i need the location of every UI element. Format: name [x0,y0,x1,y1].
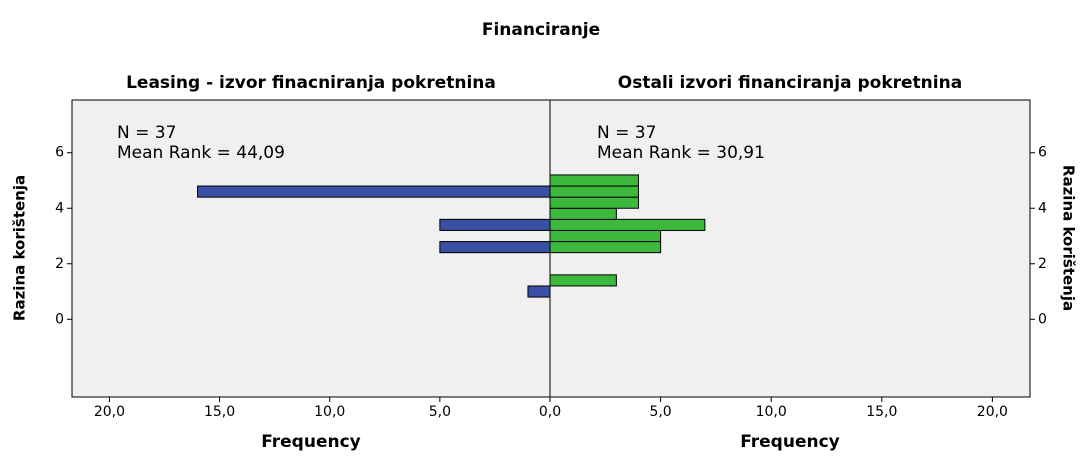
x-tick-label: 5,0 [649,404,671,420]
annotation: Mean Rank = 30,91 [597,143,765,163]
annotation: N = 37 [117,123,176,143]
x-tick-label: 5,0 [429,404,451,420]
panel-title: Ostali izvori financiranja pokretnina [618,73,962,93]
x-tick-label: 10,0 [314,404,345,420]
bar [197,185,551,198]
bar [549,229,662,243]
x-tick-label: 15,0 [866,404,897,420]
annotation: N = 37 [597,123,656,143]
x-tick-label: 15,0 [204,404,235,420]
x-tick-label: 20,0 [977,404,1008,420]
bar [439,218,551,231]
x-tick-label: 0,0 [539,404,561,420]
y-tick-label: 6 [1038,145,1047,161]
panel-title: Leasing - izvor finacniranja pokretnina [126,73,496,93]
bar [549,218,706,231]
y-axis-label: Razina korištenja [1060,165,1078,311]
x-tick-label: 20,0 [94,404,125,420]
bar [527,285,551,298]
bar [549,207,617,220]
chart-title: Financiranje [482,20,600,40]
bar [549,185,639,198]
y-tick-label: 2 [1038,256,1047,272]
bar [549,274,617,287]
x-tick-label: 10,0 [756,404,787,420]
y-tick-label: 4 [1038,200,1047,216]
x-axis-label: Frequency [740,432,840,452]
bar [549,196,639,209]
y-tick-label: 2 [55,256,64,272]
y-axis-label: Razina korištenja [11,175,29,321]
y-tick-label: 4 [55,200,64,216]
bar [549,241,662,254]
y-tick-label: 0 [55,311,64,327]
y-tick-label: 0 [1038,311,1047,327]
bar [549,174,639,187]
x-axis-label: Frequency [261,432,361,452]
y-tick-label: 6 [55,145,64,161]
bar [439,241,551,254]
annotation: Mean Rank = 44,09 [117,143,285,163]
